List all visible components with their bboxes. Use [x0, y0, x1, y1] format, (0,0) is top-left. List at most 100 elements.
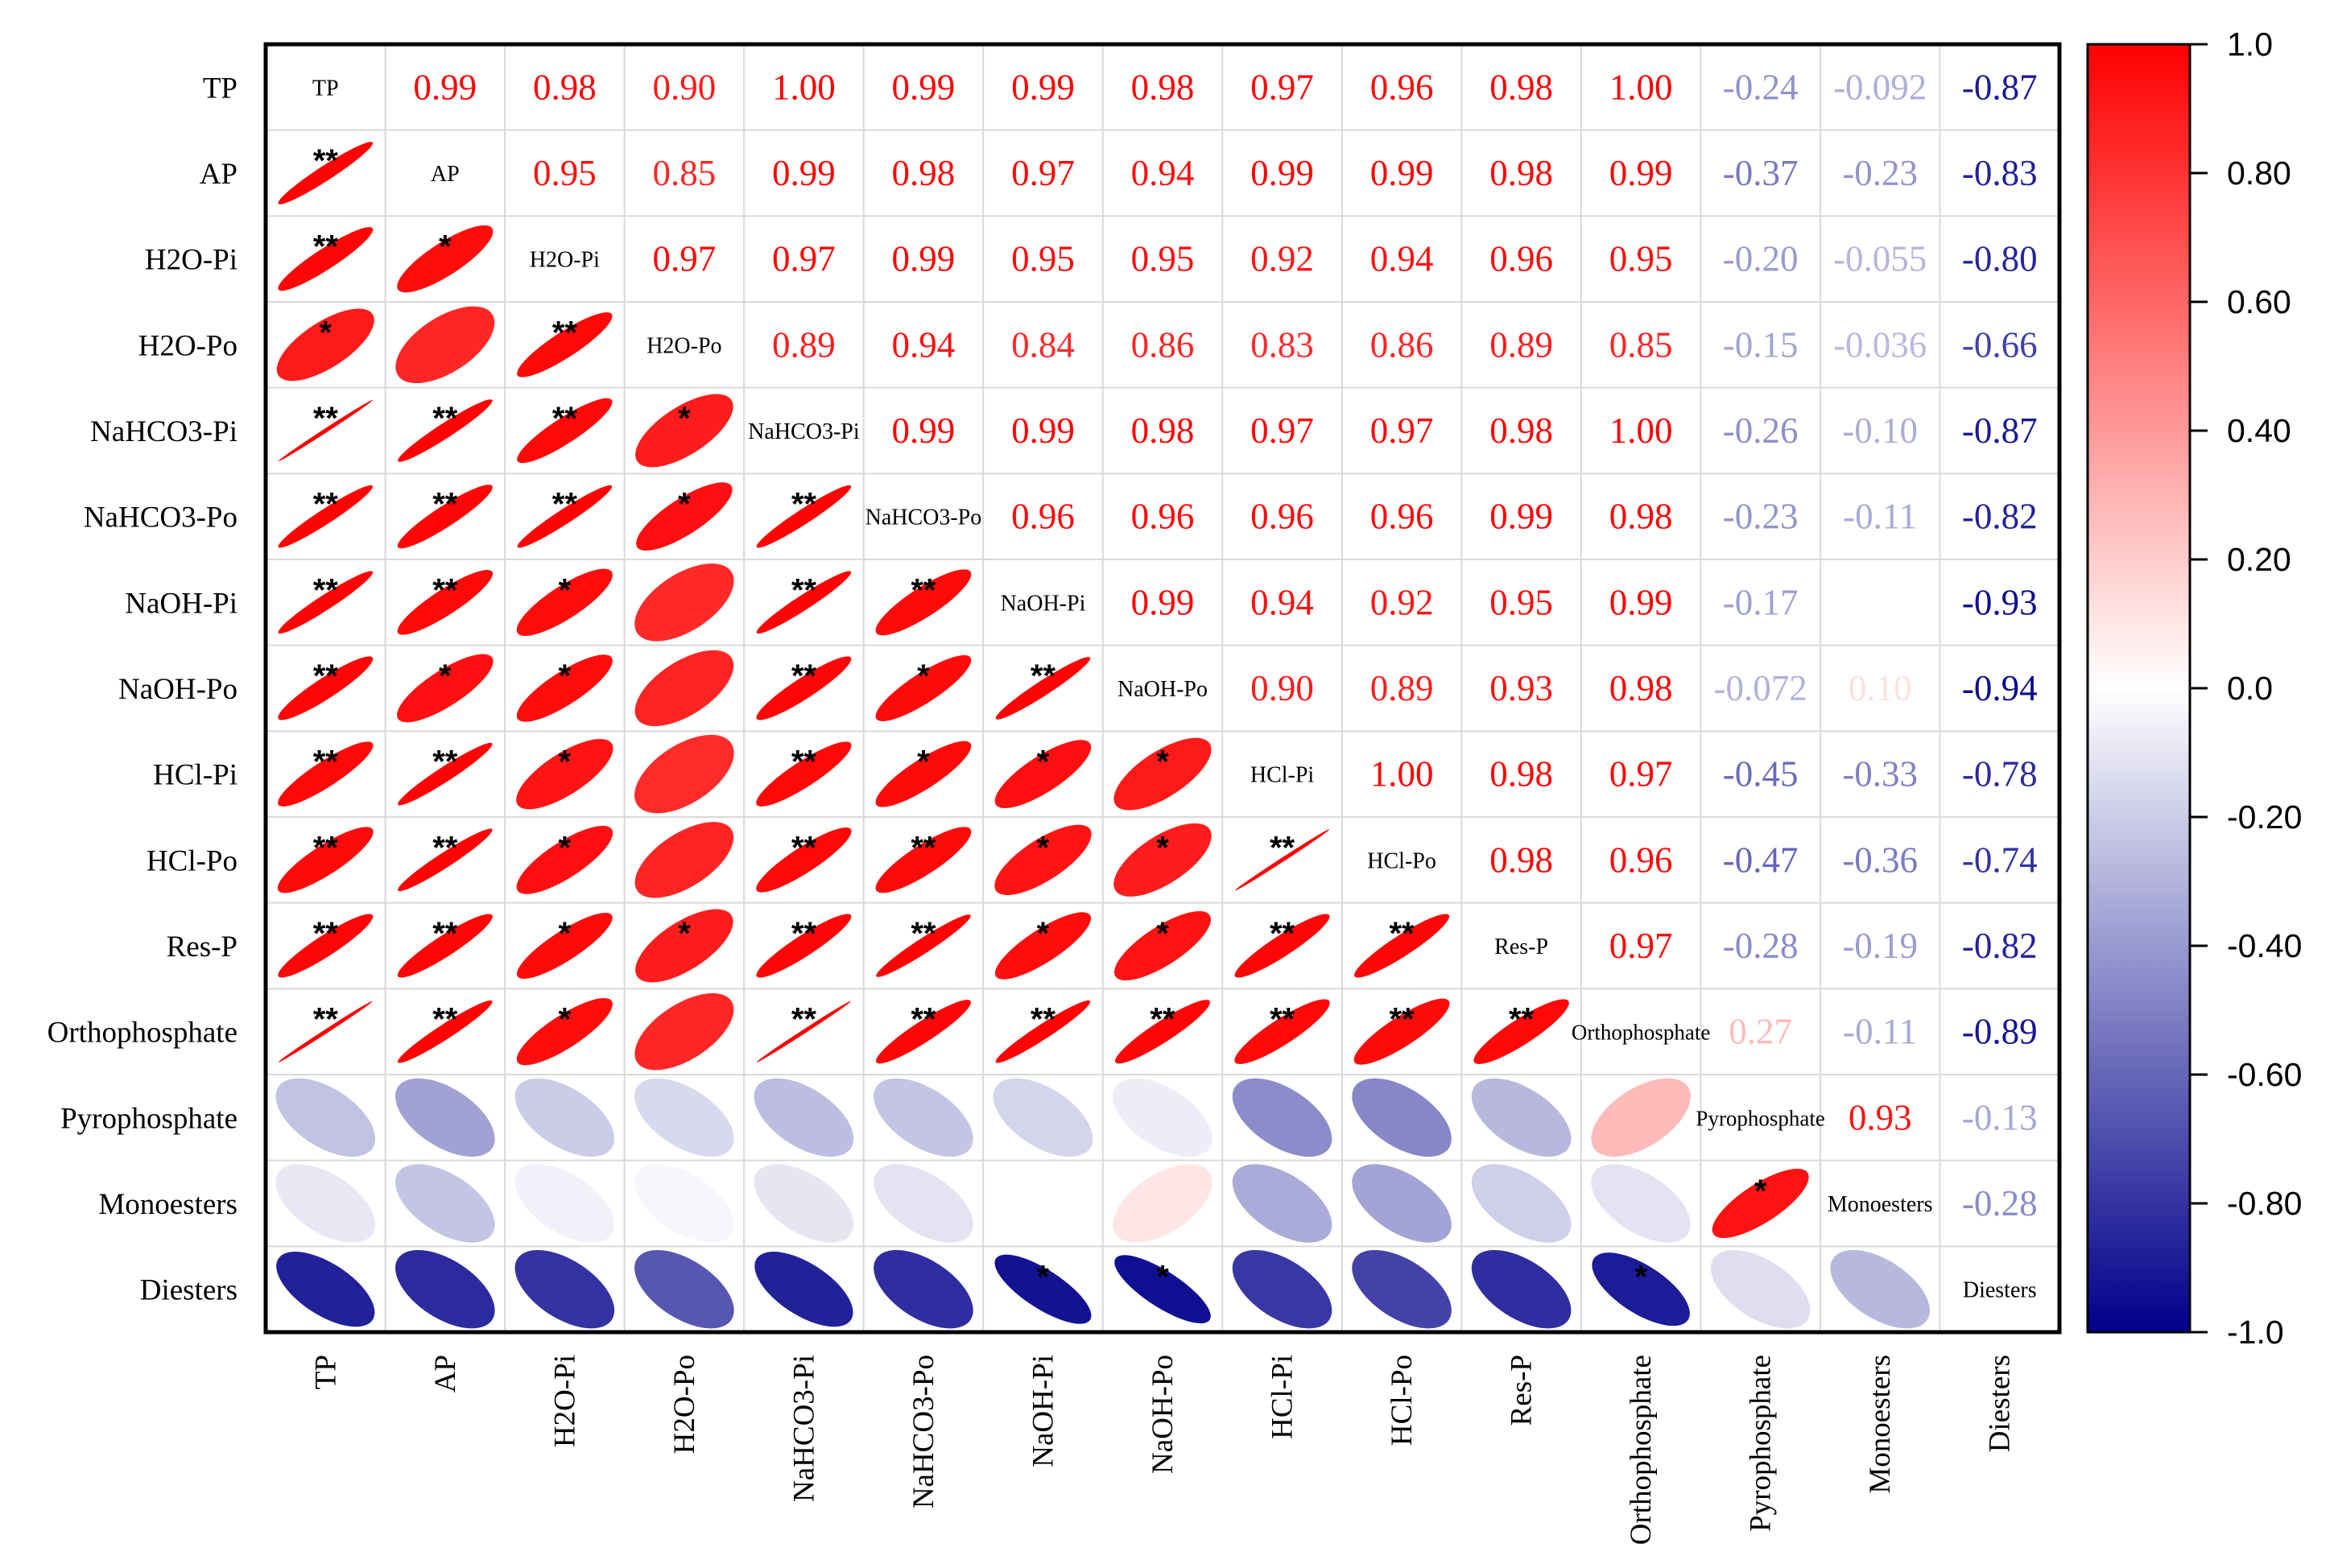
correlation-ellipse [1471, 1249, 1572, 1329]
significance-marker: ** [432, 487, 458, 522]
correlation-value: 0.98 [1489, 754, 1553, 794]
colorbar-tick-label: 0.40 [2227, 412, 2291, 449]
correlation-ellipse [276, 308, 374, 382]
significance-marker: ** [1389, 1002, 1415, 1038]
correlation-ellipse [1352, 1164, 1452, 1243]
correlation-value: 0.98 [1131, 67, 1195, 107]
correlation-ellipse [278, 227, 374, 291]
correlation-value: 0.97 [1250, 67, 1314, 107]
correlation-value: 0.97 [772, 239, 836, 279]
correlation-value: 0.98 [1131, 411, 1195, 451]
correlation-ellipse [278, 656, 374, 720]
correlation-ellipse [756, 571, 852, 634]
correlation-value: 0.98 [1489, 153, 1553, 193]
correlation-value: 0.97 [1609, 754, 1673, 794]
correlation-value: 0.99 [1370, 153, 1434, 193]
correlation-ellipse [1113, 1164, 1212, 1243]
significance-marker: ** [432, 916, 458, 951]
significance-marker: ** [313, 830, 339, 865]
significance-marker: ** [313, 229, 339, 265]
correlation-value: 0.99 [1011, 411, 1075, 451]
correlation-ellipse [398, 1000, 493, 1063]
correlation-ellipse [1352, 1078, 1452, 1157]
significance-marker: * [678, 401, 691, 436]
correlation-ellipse [397, 570, 493, 635]
correlation-ellipse [516, 739, 613, 810]
correlation-value: -0.11 [1843, 497, 1917, 537]
correlation-ellipse [875, 741, 972, 807]
significance-marker: * [678, 916, 691, 951]
significance-marker: ** [432, 1002, 458, 1038]
significance-marker: ** [791, 916, 817, 951]
correlation-ellipse [1591, 1164, 1691, 1243]
colorbar-tick-label: 1.0 [2227, 26, 2273, 63]
significance-marker: * [559, 572, 572, 608]
correlation-value: -0.26 [1723, 411, 1799, 451]
correlation-value: 0.93 [1489, 668, 1553, 708]
significance-marker: * [1156, 830, 1169, 865]
correlation-value: -0.82 [1962, 926, 2038, 966]
colorbar-tick-label: 0.60 [2227, 283, 2291, 320]
correlation-value: 0.98 [892, 153, 956, 193]
diagonal-label: NaHCO3-Pi [748, 419, 860, 444]
correlation-value: -0.24 [1723, 67, 1799, 107]
correlation-value: 0.90 [1250, 668, 1314, 708]
correlation-ellipse [634, 563, 734, 642]
correlation-value: -0.28 [1723, 926, 1799, 966]
correlation-value: 0.99 [892, 411, 956, 451]
significance-marker: * [559, 830, 572, 865]
correlation-value: 0.85 [652, 153, 716, 193]
correlation-value: 0.95 [1609, 239, 1673, 279]
correlation-value: 0.99 [413, 67, 477, 107]
correlation-ellipse [876, 914, 971, 977]
correlation-value: 0.98 [533, 67, 597, 107]
correlation-value: 0.96 [1609, 840, 1673, 880]
y-tick-label: Res-P [167, 930, 238, 963]
significance-marker: ** [552, 315, 578, 350]
correlation-ellipse [756, 741, 852, 807]
correlation-ellipse [634, 1164, 734, 1243]
correlation-value: -0.17 [1723, 582, 1799, 622]
correlation-value: -0.37 [1723, 153, 1799, 193]
correlation-ellipse [1471, 1164, 1572, 1243]
x-tick-label: NaHCO3-Pi [787, 1355, 820, 1502]
correlation-ellipse [1592, 1252, 1690, 1327]
correlation-ellipse [756, 485, 852, 548]
significance-marker: ** [1031, 1002, 1056, 1038]
correlation-ellipse [278, 741, 374, 807]
correlation-value: 0.27 [1729, 1012, 1792, 1052]
correlation-value: 0.98 [1489, 840, 1553, 880]
correlation-value: -0.33 [1842, 754, 1918, 794]
correlation-value: 1.00 [1370, 754, 1434, 794]
correlation-value: -0.10 [1842, 411, 1918, 451]
correlation-ellipse [634, 822, 734, 898]
correlation-ellipse [398, 742, 493, 806]
correlation-ellipse [636, 482, 733, 551]
y-tick-label: H2O-Pi [145, 244, 238, 277]
correlation-ellipse [994, 824, 1092, 895]
significance-marker: * [1156, 1260, 1169, 1295]
correlation-ellipse [754, 1252, 853, 1327]
correlation-value: 0.85 [1609, 324, 1673, 365]
correlation-value: 0.86 [1131, 324, 1195, 365]
diagonal-label: NaOH-Pi [1001, 591, 1086, 616]
correlation-ellipse [517, 312, 613, 378]
correlation-ellipse [1115, 1000, 1210, 1064]
correlation-ellipse [874, 1164, 973, 1243]
correlation-value: 0.96 [1489, 239, 1553, 279]
x-tick-label: Pyrophosphate [1745, 1355, 1778, 1532]
correlation-value: -0.93 [1962, 582, 2038, 622]
correlation-value: 1.00 [1609, 411, 1673, 451]
correlation-value: 0.97 [652, 239, 716, 279]
correlation-ellipse [516, 825, 613, 894]
correlation-ellipse [278, 914, 374, 978]
correlation-ellipse [1114, 1255, 1211, 1324]
correlation-value: -0.055 [1833, 239, 1927, 279]
correlation-value: 0.99 [1609, 582, 1673, 622]
correlation-ellipse [395, 1078, 495, 1157]
correlation-value: 0.95 [533, 153, 597, 193]
correlation-value: 0.94 [1250, 582, 1314, 622]
significance-marker: * [1037, 830, 1050, 865]
correlation-value: -0.23 [1842, 153, 1918, 193]
